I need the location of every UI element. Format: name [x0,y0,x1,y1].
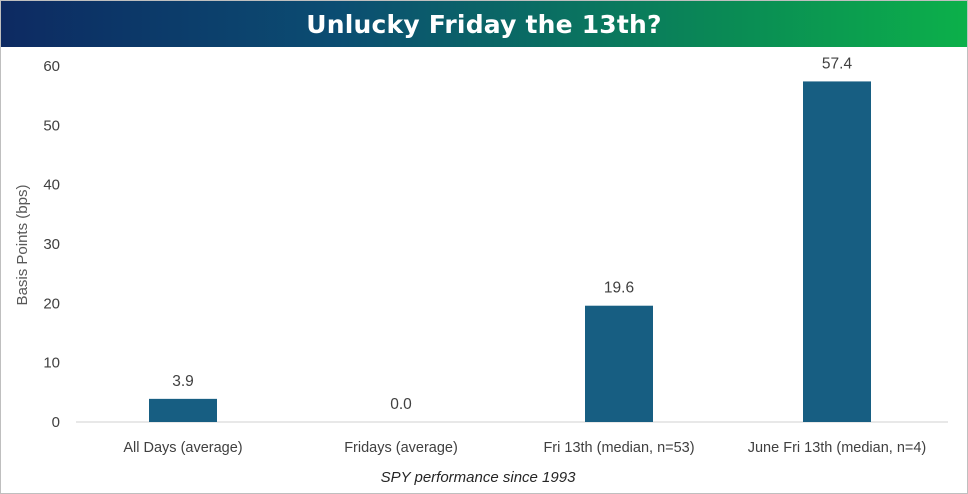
y-axis-ticks: 0 10 20 30 40 50 60 [43,58,60,431]
y-axis-title: Basis Points (bps) [14,185,31,306]
category-labels: All Days (average) Fridays (average) Fri 1… [123,440,926,456]
bar-data-label: 57.4 [822,55,853,72]
bars [149,81,871,422]
bar-data-label: 3.9 [172,373,194,390]
x-category-label: All Days (average) [123,440,242,456]
x-category-label: June Fri 13th (median, n=4) [748,440,927,456]
bar [585,305,653,422]
x-axis-title: SPY performance since 1993 [381,469,576,486]
x-category-label: Fridays (average) [344,440,458,456]
bar-data-label: 0.0 [390,396,412,413]
bar [149,398,217,422]
bar-data-label: 19.6 [604,280,634,297]
data-labels: 3.9 0.0 19.6 57.4 [172,55,852,413]
y-tick-label: 50 [43,117,60,134]
x-category-label: Fri 13th (median, n=53) [543,440,694,456]
chart-title: Unlucky Friday the 13th? [306,9,662,39]
y-tick-label: 40 [43,177,60,194]
chart-title-bar: Unlucky Friday the 13th? [1,1,967,47]
bar [803,81,871,422]
y-tick-label: 0 [52,414,60,431]
y-tick-label: 60 [43,58,60,75]
y-tick-label: 20 [43,295,60,312]
y-tick-label: 30 [43,236,60,253]
y-tick-label: 10 [43,355,60,372]
